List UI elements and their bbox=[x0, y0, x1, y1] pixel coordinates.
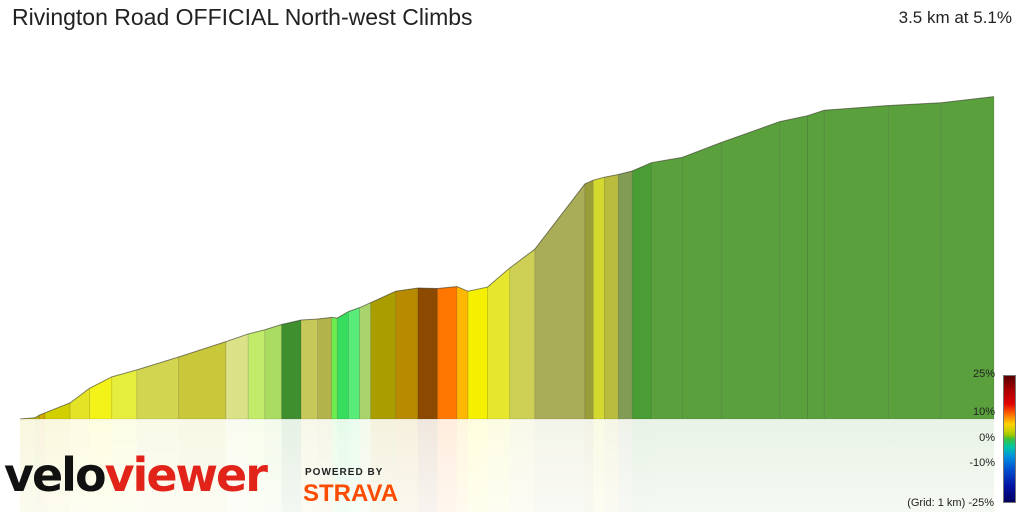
reflection-fade bbox=[0, 419, 1024, 512]
profile-segment bbox=[437, 286, 458, 420]
profile-segment bbox=[225, 333, 249, 420]
profile-segment bbox=[487, 267, 511, 420]
profile-segment bbox=[247, 329, 266, 420]
powered-by-label: POWERED BY bbox=[305, 467, 384, 478]
scale-label-10: 10% bbox=[972, 406, 995, 418]
profile-segment bbox=[651, 157, 683, 420]
gradient-color-scale bbox=[1003, 375, 1016, 503]
profile-segment bbox=[779, 115, 808, 420]
profile-segment bbox=[618, 170, 633, 420]
climb-summary: 3.5 km at 5.1% bbox=[898, 8, 1012, 27]
profile-segment bbox=[534, 183, 586, 420]
profile-segment bbox=[417, 287, 438, 420]
profile-segment bbox=[336, 311, 349, 420]
profile-segment bbox=[509, 248, 536, 420]
profile-segment bbox=[807, 109, 825, 420]
profile-segment bbox=[348, 307, 360, 420]
profile-outline bbox=[19, 96, 995, 420]
strava-logo[interactable]: STRAVA bbox=[303, 480, 399, 507]
profile-segment bbox=[359, 302, 371, 420]
profile-segment bbox=[111, 369, 138, 420]
profile-segment bbox=[631, 162, 653, 420]
profile-segment bbox=[592, 176, 605, 420]
profile-segment bbox=[69, 387, 90, 420]
profile-segment bbox=[331, 316, 338, 420]
profile-segment bbox=[584, 179, 594, 420]
logo-part-viewer: viewer bbox=[104, 448, 268, 502]
profile-segment bbox=[264, 324, 282, 420]
profile-segment bbox=[604, 174, 619, 420]
logo-part-velo: velo bbox=[4, 448, 107, 502]
scale-label-0: 0% bbox=[979, 432, 995, 444]
scale-label-minus10: -10% bbox=[969, 457, 995, 469]
profile-segment bbox=[456, 286, 469, 420]
grid-note: (Grid: 1 km) -25% bbox=[907, 497, 994, 509]
profile-segment bbox=[300, 318, 319, 420]
profile-segment bbox=[178, 341, 227, 420]
profile-segment bbox=[720, 121, 781, 420]
profile-segment bbox=[136, 356, 179, 420]
profile-segment bbox=[682, 142, 722, 420]
profile-segment bbox=[887, 102, 942, 420]
profile-segment bbox=[317, 316, 332, 420]
profile-segment bbox=[395, 287, 419, 420]
profile-segment bbox=[370, 290, 396, 420]
profile-segment bbox=[89, 376, 113, 420]
page-title: Rivington Road OFFICIAL North-west Climb… bbox=[12, 4, 473, 30]
veloviewer-logo[interactable]: veloviewer bbox=[4, 452, 268, 498]
profile-segment bbox=[823, 105, 889, 420]
scale-label-25: 25% bbox=[972, 368, 995, 380]
profile-segment bbox=[281, 319, 302, 420]
profile-segment bbox=[467, 286, 488, 420]
